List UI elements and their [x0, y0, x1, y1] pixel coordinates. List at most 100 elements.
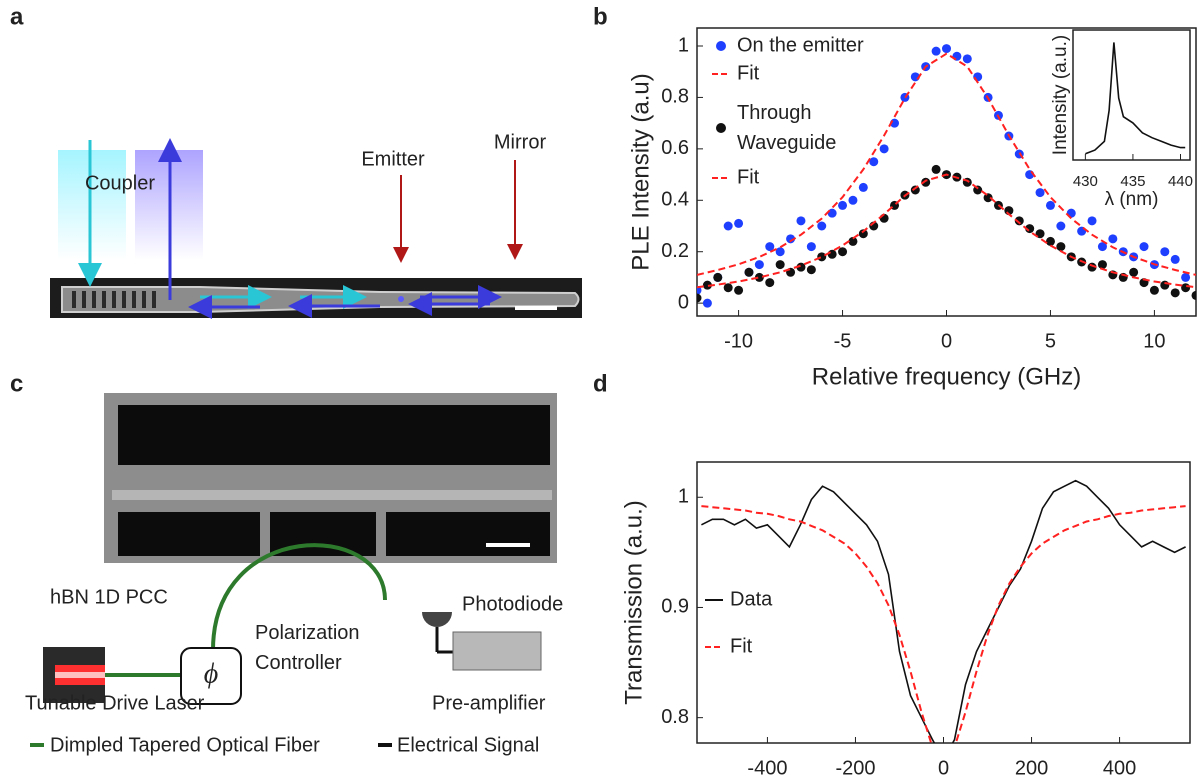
annotation: Coupler: [85, 172, 155, 194]
x-tick-label: 400: [1103, 757, 1136, 779]
y-tick-label: 1: [678, 34, 689, 56]
annotation: Tunable Drive Laser: [25, 692, 205, 714]
x-axis-label: λ (nm): [1105, 189, 1159, 210]
y-tick-label: 0: [678, 291, 689, 313]
data-point: [1160, 280, 1170, 290]
data-point: [952, 51, 962, 61]
data-point: [827, 249, 837, 259]
legend-text: Dimpled Tapered Optical Fiber: [50, 734, 320, 756]
data-point: [1181, 283, 1191, 293]
x-tick-label: 10: [1143, 330, 1165, 352]
data-point: [1149, 285, 1159, 295]
plot-area: [1085, 42, 1186, 155]
data-point: [973, 72, 983, 82]
legend-text: Fit: [737, 62, 760, 84]
annotation: Emitter: [361, 148, 425, 170]
legend-text: On the emitter: [737, 34, 864, 56]
data-point: [775, 247, 785, 257]
data-point: [754, 272, 764, 282]
data-point: [1014, 216, 1024, 226]
data-point: [848, 195, 858, 205]
x-tick-label: -10: [724, 330, 753, 352]
data-point: [806, 265, 816, 275]
data-point: [1170, 288, 1180, 298]
data-point: [713, 272, 723, 282]
data-point: [817, 221, 827, 231]
annotation: hBN 1D PCC: [50, 586, 168, 608]
data-point: [1045, 236, 1055, 246]
data-point: [1129, 267, 1139, 277]
y-tick-label: 0.4: [661, 189, 689, 211]
data-point: [879, 144, 889, 154]
legend-text: Fit: [730, 635, 753, 657]
plot-area: [697, 44, 1196, 308]
data-point: [723, 283, 733, 293]
data-point: [1045, 200, 1055, 210]
data-point: [1191, 290, 1196, 300]
legend-text: Electrical Signal: [397, 734, 539, 756]
data-point: [1160, 247, 1170, 257]
x-tick-label: 430: [1073, 173, 1098, 190]
data-point: [1097, 260, 1107, 270]
y-axis-label: Transmission (a.u.): [620, 500, 647, 705]
data-point: [786, 234, 796, 244]
data-point: [1025, 224, 1035, 234]
data-point: [744, 267, 754, 277]
annotation: Polarization Controller: [255, 622, 360, 674]
y-tick-label: 0.6: [661, 137, 689, 159]
legend-marker: [716, 123, 726, 133]
data-point: [858, 229, 868, 239]
data-point: [1170, 254, 1180, 264]
data-line: [1085, 42, 1186, 155]
x-tick-label: 200: [1015, 757, 1048, 779]
y-axis-label: Intensity (a.u.): [1050, 35, 1071, 155]
data-line: [701, 479, 1186, 743]
legend-text: Through Waveguide: [737, 102, 837, 154]
data-point: [1056, 242, 1066, 252]
x-tick-label: 440: [1168, 173, 1193, 190]
data-point: [869, 157, 879, 167]
x-tick-label: 0: [938, 757, 949, 779]
data-point: [796, 262, 806, 272]
data-line: [697, 52, 1196, 276]
y-tick-label: 0.2: [661, 240, 689, 262]
x-tick-label: -5: [834, 330, 852, 352]
data-point: [1035, 188, 1045, 198]
data-point: [838, 200, 848, 210]
data-point: [702, 298, 712, 308]
panel-label: d: [593, 370, 608, 397]
annotation: Pre-amplifier: [432, 692, 546, 714]
data-line: [697, 173, 1196, 289]
panel-label: c: [10, 370, 23, 397]
y-tick-label: 1: [678, 486, 689, 508]
plot-area: [701, 479, 1186, 743]
data-point: [1108, 234, 1118, 244]
data-point: [858, 182, 868, 192]
data-point: [931, 164, 941, 174]
data-point: [723, 221, 733, 231]
y-tick-label: 0.8: [661, 706, 689, 728]
device-image: [50, 138, 582, 319]
x-tick-label: -200: [835, 757, 875, 779]
x-tick-label: -400: [747, 757, 787, 779]
legend-text: Data: [730, 588, 773, 610]
data-point: [754, 260, 764, 270]
panel-label: a: [10, 3, 24, 30]
data-point: [962, 54, 972, 64]
data-line: [701, 505, 1186, 743]
controller-symbol: ϕ: [204, 658, 219, 689]
y-tick-label: 0.8: [661, 86, 689, 108]
data-point: [765, 242, 775, 252]
data-point: [931, 46, 941, 56]
data-point: [806, 242, 816, 252]
y-tick-label: 0.9: [661, 596, 689, 618]
x-tick-label: 0: [941, 330, 952, 352]
x-axis-label: Relative frequency (GHz): [812, 363, 1081, 390]
annotation: Mirror: [494, 131, 547, 153]
data-point: [1139, 242, 1149, 252]
data-point: [1056, 221, 1066, 231]
y-axis-label: PLE Intensity (a.u): [627, 73, 654, 270]
plot-frame: [1072, 29, 1191, 161]
